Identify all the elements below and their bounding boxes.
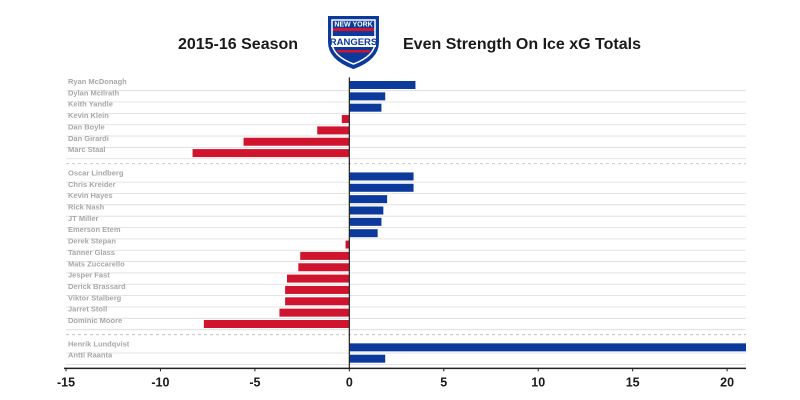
player-label: Henrik Lundqvist: [68, 339, 130, 348]
player-label: Ryan McDonagh: [68, 77, 127, 86]
bar-derick-brassard: [285, 285, 350, 294]
x-tick-label: 15: [626, 375, 640, 389]
player-label: Dan Boyle: [68, 122, 105, 131]
bar-viktor-stalberg: [285, 297, 350, 306]
bar-dan-boyle: [317, 126, 350, 135]
player-label: Derick Brassard: [68, 282, 126, 291]
bar-rick-nash: [349, 206, 384, 215]
bar-henrik-lundqvist: [349, 343, 746, 352]
player-label: Chris Kreider: [68, 180, 116, 189]
player-label: Marc Staal: [68, 145, 106, 154]
x-tick-label: 0: [346, 375, 353, 389]
player-label: Tanner Glass: [68, 248, 115, 257]
bar-chris-kreider: [349, 183, 414, 192]
player-label: JT Miller: [68, 214, 99, 223]
bar-marc-staal: [192, 149, 350, 158]
bar-dylan-mcilrath: [349, 92, 386, 101]
player-label: Jarret Stoll: [68, 305, 107, 314]
bar-dan-girardi: [243, 137, 350, 146]
bar-antti-raanta: [349, 354, 386, 363]
bar-ryan-mcdonagh: [349, 81, 416, 89]
bar-kevin-klein: [341, 115, 350, 124]
player-label: Mats Zuccarello: [68, 259, 125, 268]
player-label: Antti Raanta: [68, 351, 113, 360]
player-label: Oscar Lindberg: [68, 168, 124, 177]
logo-main-text: RANGERS: [330, 37, 378, 48]
x-tick-label: -15: [57, 375, 75, 389]
logo-stripe-top: [333, 28, 374, 31]
player-label: Keith Yandle: [68, 100, 113, 109]
player-label: Dominic Moore: [68, 316, 122, 325]
bar-dominic-moore: [203, 320, 350, 328]
x-tick-label: -10: [151, 375, 169, 389]
bar-emerson-etem: [349, 229, 378, 238]
logo-top-text: NEW YORK: [334, 22, 372, 29]
bar-derek-stepan: [345, 240, 350, 249]
bar-jarret-stoll: [279, 308, 350, 317]
player-label: Jesper Fast: [68, 271, 110, 280]
bar-oscar-lindberg: [349, 172, 414, 181]
player-label: Viktor Stalberg: [68, 293, 122, 302]
player-label: Rick Nash: [68, 203, 105, 212]
bar-jt-miller: [349, 217, 382, 226]
rangers-logo: NEW YORK RANGERS: [328, 16, 379, 70]
player-label: Derek Stepan: [68, 237, 116, 246]
player-label: Kevin Hayes: [68, 191, 113, 200]
player-label: Dylan McIlrath: [68, 88, 120, 97]
bar-tanner-glass: [300, 251, 350, 260]
bar-keith-yandle: [349, 103, 382, 112]
player-label: Dan Girardi: [68, 134, 109, 143]
bar-mats-zuccarello: [298, 263, 350, 272]
player-label: Kevin Klein: [68, 111, 109, 120]
player-label: Emerson Etem: [68, 225, 121, 234]
plot-area: Ryan McDonagh Dylan McIlrath Keith Yandle K…: [57, 77, 746, 389]
chart-title: Even Strength On Ice xG Totals: [403, 36, 641, 53]
x-tick-label: 10: [531, 375, 545, 389]
x-tick-label: 5: [440, 375, 447, 389]
logo-banner: [331, 36, 376, 47]
x-tick-label: -5: [249, 375, 260, 389]
season-title: 2015-16 Season: [178, 36, 298, 53]
x-tick-label: 20: [720, 375, 734, 389]
bar-jesper-fast: [287, 274, 350, 283]
logo-stripe-bottom: [337, 50, 370, 53]
bar-kevin-hayes: [349, 195, 388, 204]
